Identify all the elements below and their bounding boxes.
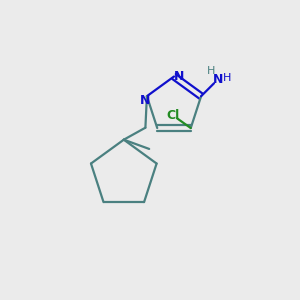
Text: H: H: [207, 66, 215, 76]
Text: N: N: [174, 70, 184, 83]
Text: Cl: Cl: [166, 109, 179, 122]
Text: H: H: [222, 73, 231, 83]
Text: N: N: [140, 94, 151, 107]
Text: N: N: [212, 73, 223, 86]
